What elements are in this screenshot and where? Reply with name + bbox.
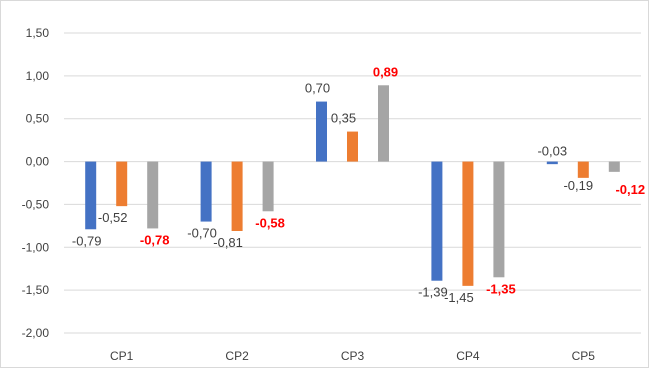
x-category-label: CP5 xyxy=(572,349,596,363)
data-label: -1,45 xyxy=(444,290,474,305)
data-label: -0,52 xyxy=(98,210,128,225)
bar-s1-cp5 xyxy=(546,161,558,165)
data-label: -0,03 xyxy=(537,144,567,159)
y-tick-label: 0,00 xyxy=(26,155,50,169)
x-category-label: CP1 xyxy=(110,349,134,363)
bar-s2-cp1 xyxy=(116,161,128,207)
bar-s3-cp2 xyxy=(262,161,274,212)
y-tick-label: 1,50 xyxy=(26,26,50,40)
y-tick-label: -0,50 xyxy=(22,197,50,211)
bar-s1-cp4 xyxy=(431,161,443,281)
bar-s3-cp3 xyxy=(378,85,389,162)
bar-s3-cp5 xyxy=(608,161,620,172)
x-category-label: CP4 xyxy=(456,349,480,363)
bar-s1-cp3 xyxy=(316,101,327,162)
data-label: -0,58 xyxy=(255,215,285,230)
data-label: -0,78 xyxy=(140,232,170,247)
y-tick-label: 1,00 xyxy=(26,69,50,83)
bar-s2-cp2 xyxy=(231,161,243,231)
data-label: -0,81 xyxy=(213,235,243,250)
data-label: -0,79 xyxy=(72,233,102,248)
data-label: -0,70 xyxy=(187,226,217,241)
data-label: 0,70 xyxy=(305,81,330,96)
bar-s2-cp4 xyxy=(462,161,474,286)
bar-s2-cp5 xyxy=(577,161,589,178)
data-label: -1,39 xyxy=(418,285,448,300)
y-tick-label: 0,50 xyxy=(26,112,50,126)
bar-s1-cp1 xyxy=(85,161,97,230)
data-label: 0,35 xyxy=(331,111,356,126)
data-label: -0,12 xyxy=(615,182,645,197)
y-tick-label: -1,50 xyxy=(22,283,50,297)
bar-s1-cp2 xyxy=(200,161,212,222)
bar-s3-cp1 xyxy=(147,161,159,229)
data-label: -1,35 xyxy=(486,281,516,296)
data-label: -0,19 xyxy=(563,178,593,193)
y-tick-label: -2,00 xyxy=(22,326,50,340)
bar-s3-cp4 xyxy=(493,161,505,278)
x-category-label: CP2 xyxy=(225,349,249,363)
y-tick-label: -1,00 xyxy=(22,240,50,254)
x-category-label: CP3 xyxy=(341,349,365,363)
data-label: 0,89 xyxy=(373,64,398,79)
bar-s2-cp3 xyxy=(347,131,358,162)
